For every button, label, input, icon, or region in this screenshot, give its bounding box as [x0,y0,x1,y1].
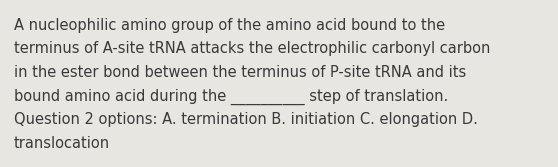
Text: translocation: translocation [14,135,110,150]
Text: bound amino acid during the __________ step of translation.: bound amino acid during the __________ s… [14,89,448,105]
Text: A nucleophilic amino group of the amino acid bound to the: A nucleophilic amino group of the amino … [14,18,445,33]
Text: in the ester bond between the terminus of P-site tRNA and its: in the ester bond between the terminus o… [14,65,466,80]
Text: Question 2 options: A. termination B. initiation C. elongation D.: Question 2 options: A. termination B. in… [14,112,478,127]
Text: terminus of A-site tRNA attacks the electrophilic carbonyl carbon: terminus of A-site tRNA attacks the elec… [14,42,490,56]
